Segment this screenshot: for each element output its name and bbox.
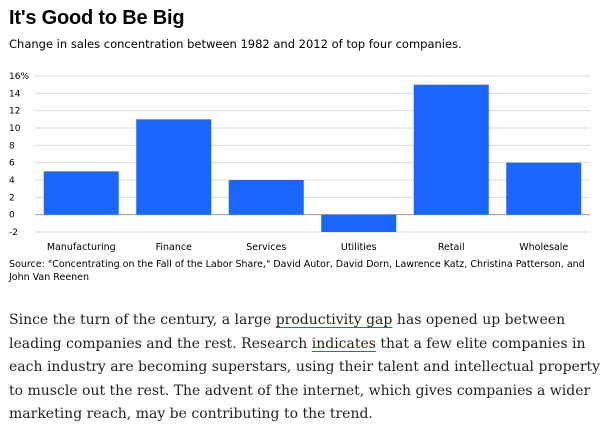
x-category-label: Utilities [341, 242, 377, 253]
x-category-label: Services [246, 242, 286, 253]
bar-finance [136, 119, 212, 215]
x-category-label: Manufacturing [47, 242, 116, 253]
chart-source: Source: "Concentrating on the Fall of th… [9, 259, 585, 283]
y-tick-label: 8 [9, 141, 15, 151]
x-category-label: Retail [438, 242, 465, 253]
x-category-label: Wholesale [519, 242, 568, 253]
y-tick-label: -2 [9, 228, 18, 238]
bar-wholesale [506, 162, 582, 215]
x-category-label: Finance [156, 242, 192, 253]
y-tick-label: 6 [9, 159, 15, 169]
bar-retail [413, 84, 489, 215]
y-tick-label: 14 [9, 89, 21, 99]
chart-subtitle: Change in sales concentration between 19… [9, 37, 462, 51]
y-tick-label: 0 [9, 211, 15, 221]
bar-manufacturing [43, 171, 119, 215]
y-tick-label: 4 [9, 176, 15, 186]
indicates-link[interactable]: indicates [311, 335, 376, 352]
y-tick-label: 12 [9, 107, 20, 117]
article-paragraph: Since the turn of the century, a large p… [9, 309, 605, 427]
y-tick-label: 10 [9, 124, 21, 134]
article-text-1: Since the turn of the century, a large [9, 312, 276, 328]
y-tick-label: 2 [9, 193, 15, 203]
article-text-2: has opened up between leading companies … [9, 312, 566, 352]
y-tick-label: 16% [9, 72, 29, 82]
bar-services [228, 180, 304, 215]
article-text-3: that a few elite companies in each indus… [9, 335, 601, 423]
productivity-gap-link[interactable]: productivity gap [275, 312, 393, 328]
bar-chart: -2 0 2 4 6 8 10 12 14 16% Manufacturing Finance Serv… [9, 72, 590, 253]
chart-title: It's Good to Be Big [9, 7, 185, 29]
bar-utilities [321, 214, 397, 232]
